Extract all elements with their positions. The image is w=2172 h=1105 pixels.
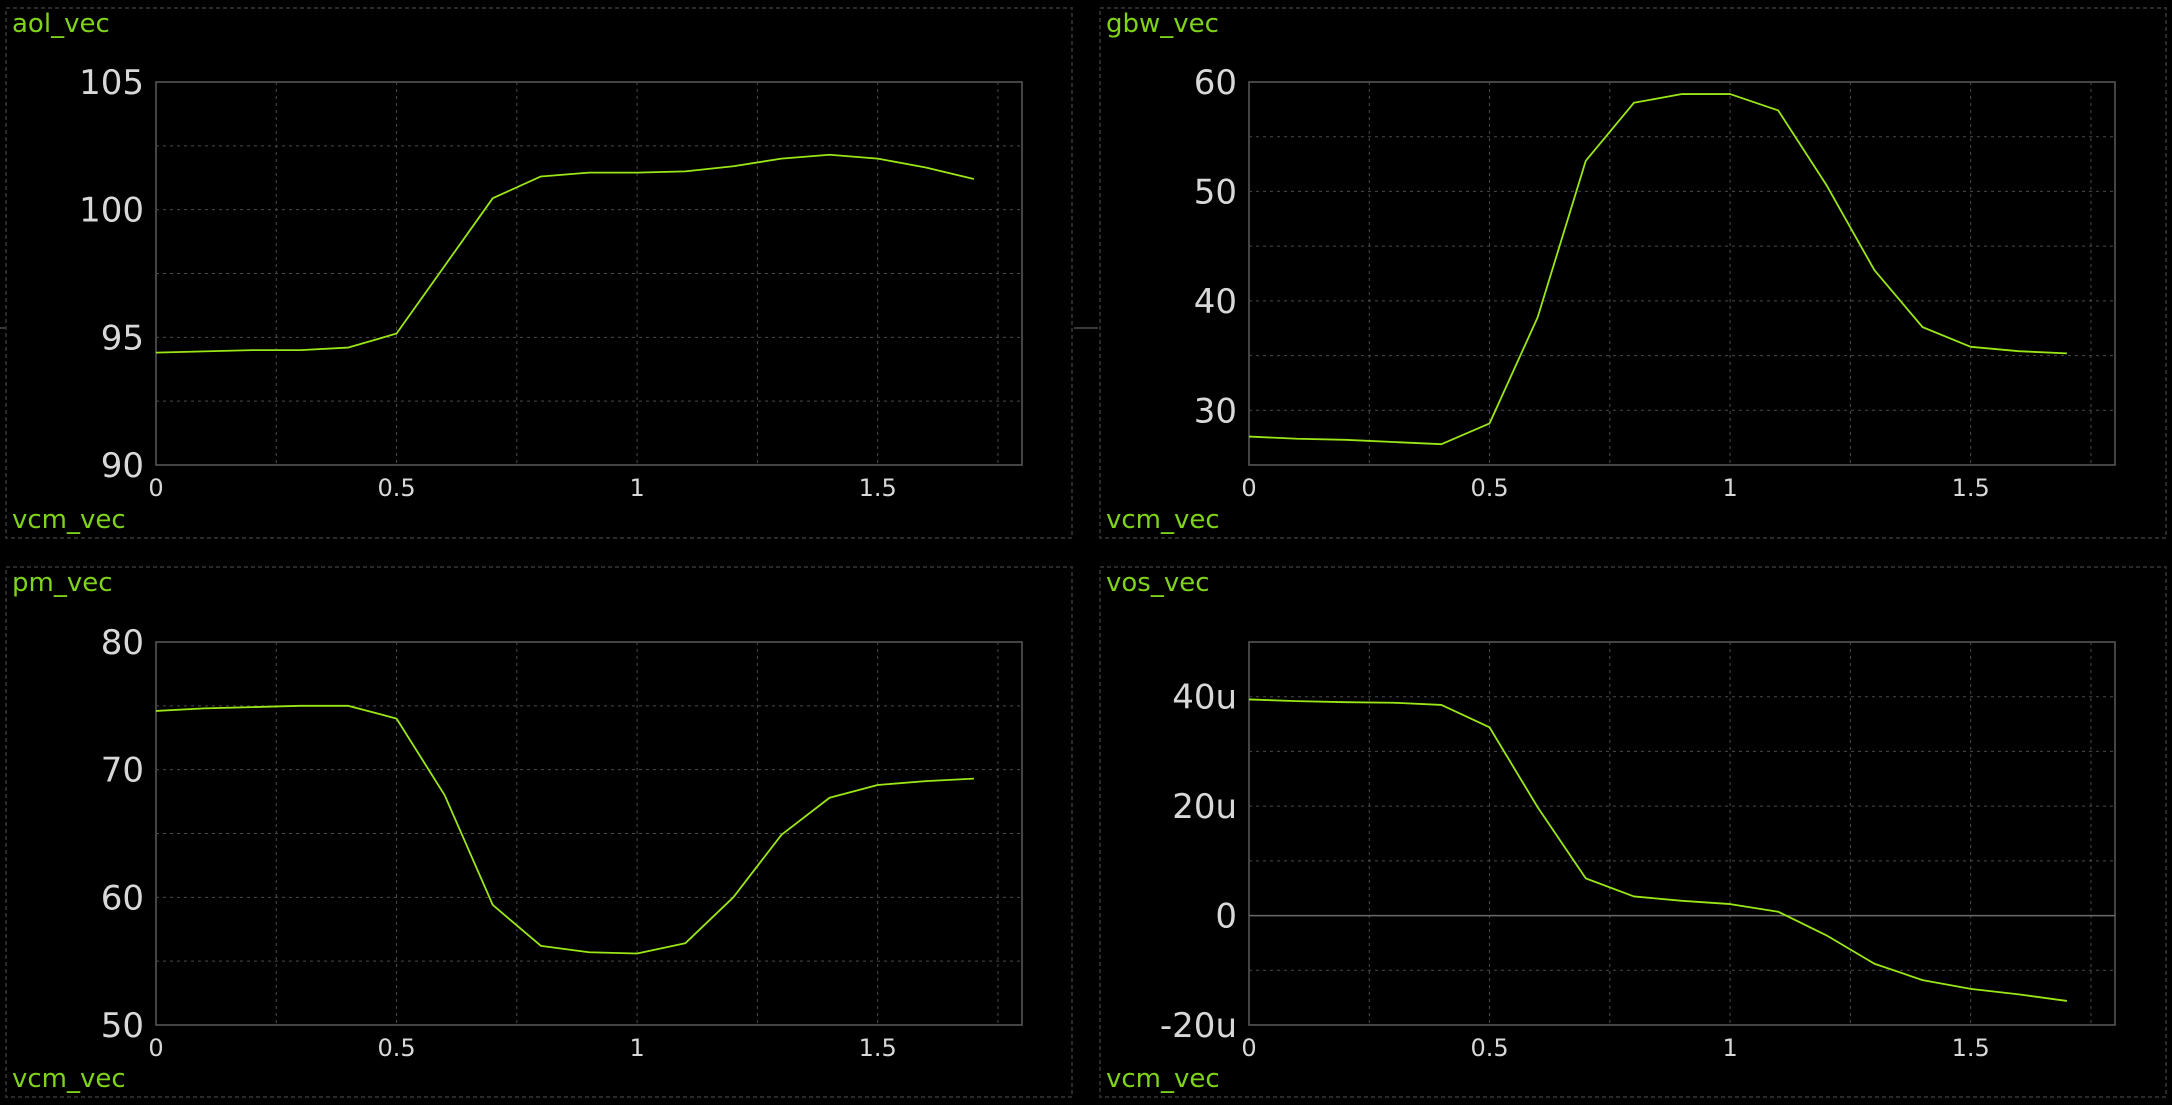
x-variable-label: vcm_vec [1106, 1064, 1220, 1094]
y-tick-label: 105 [79, 63, 144, 103]
y-tick-label: 30 [1194, 391, 1237, 431]
y-tick-label: 80 [101, 623, 144, 663]
x-tick-label: 1.5 [859, 1034, 897, 1062]
chart-panel-aol_vec: 90 95 100 105 0 0.5 1 1.5 aol_vec vcm_vec [5, 7, 1073, 539]
x-tick-label: 1 [629, 474, 644, 502]
y-tick-label: -20u [1160, 1006, 1237, 1046]
x-tick-label: 1.5 [1952, 474, 1990, 502]
y-tick-label: 50 [1194, 172, 1237, 212]
y-variable-label: pm_vec [12, 568, 113, 598]
x-variable-label: vcm_vec [1106, 505, 1220, 535]
plot-area [1248, 641, 2116, 1026]
y-tick-label: 60 [101, 878, 144, 918]
series-line-aol_vec [155, 153, 975, 354]
y-variable-label: aol_vec [12, 9, 110, 39]
x-tick-label: 1 [1722, 474, 1737, 502]
x-tick-label: 0 [148, 1034, 163, 1062]
x-tick-label: 0.5 [1470, 474, 1508, 502]
y-tick-label: 95 [101, 318, 144, 358]
y-tick-label: 40u [1172, 678, 1237, 718]
series-line-pm_vec [155, 704, 974, 955]
y-tick-label: 70 [101, 751, 144, 791]
x-tick-label: 0 [1241, 474, 1256, 502]
x-tick-label: 0.5 [377, 1034, 415, 1062]
x-tick-label: 1.5 [1952, 1034, 1990, 1062]
x-tick-label: 1 [629, 1034, 644, 1062]
x-variable-label: vcm_vec [12, 505, 126, 535]
y-variable-label: gbw_vec [1106, 9, 1219, 39]
x-tick-label: 0.5 [377, 474, 415, 502]
x-variable-label: vcm_vec [12, 1064, 126, 1094]
x-tick-label: 1.5 [859, 474, 897, 502]
y-tick-label: 60 [1194, 63, 1237, 103]
chart-panel-pm_vec: 50 60 70 80 0 0.5 1 1.5 pm_vec vcm_vec [5, 566, 1073, 1098]
y-tick-label: 100 [79, 191, 144, 231]
y-tick-label: 50 [101, 1006, 144, 1046]
y-tick-label: 0 [1215, 897, 1237, 937]
x-tick-label: 0.5 [1470, 1034, 1508, 1062]
series-line-gbw_vec [1248, 93, 2067, 446]
x-tick-label: 0 [1241, 1034, 1256, 1062]
y-tick-label: 40 [1194, 282, 1237, 322]
y-tick-label: 20u [1172, 787, 1237, 827]
x-tick-label: 1 [1722, 1034, 1737, 1062]
x-tick-label: 0 [148, 474, 163, 502]
series-line-vos_vec [1248, 698, 2068, 1002]
plot-area [1248, 81, 2116, 466]
chart-panel-gbw_vec: 30 40 50 60 0 0.5 1 1.5 gbw_vec vcm_vec [1099, 7, 2167, 539]
y-variable-label: vos_vec [1106, 568, 1210, 598]
y-tick-label: 90 [101, 446, 144, 486]
